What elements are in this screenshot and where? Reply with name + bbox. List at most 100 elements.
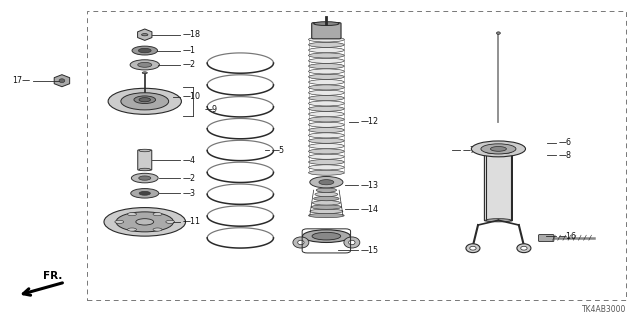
Ellipse shape — [138, 62, 152, 67]
Ellipse shape — [470, 246, 476, 250]
Ellipse shape — [298, 240, 304, 245]
Ellipse shape — [486, 219, 511, 222]
Text: —18: —18 — [182, 30, 200, 39]
Ellipse shape — [308, 96, 344, 100]
Text: —15: —15 — [361, 246, 379, 255]
Polygon shape — [138, 29, 152, 40]
Ellipse shape — [108, 88, 181, 114]
Ellipse shape — [311, 205, 342, 209]
Ellipse shape — [316, 188, 337, 192]
Ellipse shape — [116, 212, 173, 232]
Ellipse shape — [121, 93, 169, 110]
Ellipse shape — [308, 80, 344, 84]
Ellipse shape — [310, 209, 343, 213]
Text: —12: —12 — [361, 117, 379, 126]
Ellipse shape — [308, 64, 344, 69]
Ellipse shape — [308, 74, 344, 79]
Ellipse shape — [153, 228, 162, 231]
Text: —16: —16 — [558, 232, 577, 241]
Ellipse shape — [308, 122, 344, 127]
Ellipse shape — [139, 149, 150, 152]
Ellipse shape — [104, 208, 186, 236]
Text: —10: —10 — [182, 92, 200, 101]
Ellipse shape — [517, 244, 531, 252]
Ellipse shape — [308, 85, 344, 90]
Ellipse shape — [308, 159, 344, 164]
Ellipse shape — [308, 58, 344, 63]
Ellipse shape — [471, 141, 525, 157]
Ellipse shape — [153, 212, 162, 216]
Ellipse shape — [139, 191, 150, 195]
FancyBboxPatch shape — [138, 150, 152, 170]
Ellipse shape — [115, 220, 124, 223]
Ellipse shape — [344, 237, 360, 248]
Ellipse shape — [139, 98, 150, 102]
Ellipse shape — [132, 46, 157, 55]
Ellipse shape — [308, 42, 344, 47]
Ellipse shape — [127, 212, 136, 216]
Text: —7: —7 — [463, 146, 476, 155]
Text: —13: —13 — [361, 181, 379, 190]
Ellipse shape — [308, 213, 344, 218]
Ellipse shape — [138, 48, 151, 53]
Ellipse shape — [319, 180, 334, 185]
Ellipse shape — [59, 79, 65, 83]
Text: —11: —11 — [182, 217, 200, 226]
Ellipse shape — [308, 154, 344, 159]
FancyBboxPatch shape — [312, 23, 341, 39]
Ellipse shape — [308, 143, 344, 148]
Text: —2: —2 — [182, 173, 195, 183]
Ellipse shape — [139, 176, 151, 180]
Ellipse shape — [293, 237, 309, 248]
Ellipse shape — [308, 69, 344, 74]
Ellipse shape — [166, 220, 175, 223]
Ellipse shape — [308, 170, 344, 175]
Ellipse shape — [308, 117, 344, 122]
Ellipse shape — [349, 240, 355, 245]
Ellipse shape — [136, 219, 154, 225]
Ellipse shape — [315, 192, 338, 196]
Ellipse shape — [141, 34, 148, 36]
Ellipse shape — [139, 168, 150, 171]
Ellipse shape — [308, 165, 344, 170]
Ellipse shape — [127, 228, 136, 231]
Ellipse shape — [497, 32, 500, 34]
Ellipse shape — [308, 90, 344, 95]
Ellipse shape — [314, 22, 339, 26]
Ellipse shape — [303, 230, 350, 243]
Text: —14: —14 — [361, 205, 379, 214]
Text: TK4AB3000: TK4AB3000 — [582, 305, 626, 314]
Ellipse shape — [312, 201, 340, 205]
Ellipse shape — [308, 101, 344, 106]
Text: —9: —9 — [205, 105, 218, 114]
Ellipse shape — [521, 246, 527, 250]
Ellipse shape — [308, 149, 344, 154]
Text: —2: —2 — [182, 60, 195, 69]
Text: —5: —5 — [271, 146, 285, 155]
Ellipse shape — [308, 138, 344, 143]
Ellipse shape — [481, 144, 516, 154]
Ellipse shape — [308, 127, 344, 132]
Ellipse shape — [308, 48, 344, 53]
Text: —4: —4 — [182, 156, 195, 164]
Text: FR.: FR. — [42, 270, 62, 281]
Ellipse shape — [134, 96, 156, 104]
Text: —3: —3 — [182, 189, 195, 198]
Ellipse shape — [486, 150, 511, 154]
Ellipse shape — [308, 133, 344, 138]
Ellipse shape — [130, 60, 159, 70]
Ellipse shape — [308, 106, 344, 111]
Ellipse shape — [142, 72, 147, 74]
Text: —8: —8 — [558, 151, 572, 160]
Ellipse shape — [310, 177, 343, 188]
Ellipse shape — [314, 196, 339, 201]
Ellipse shape — [466, 244, 480, 252]
Ellipse shape — [490, 147, 506, 151]
Ellipse shape — [308, 112, 344, 116]
FancyBboxPatch shape — [484, 151, 513, 221]
Text: 17—: 17— — [13, 76, 31, 85]
Ellipse shape — [308, 37, 344, 42]
Polygon shape — [54, 75, 70, 87]
Ellipse shape — [131, 188, 159, 198]
Ellipse shape — [312, 232, 340, 240]
